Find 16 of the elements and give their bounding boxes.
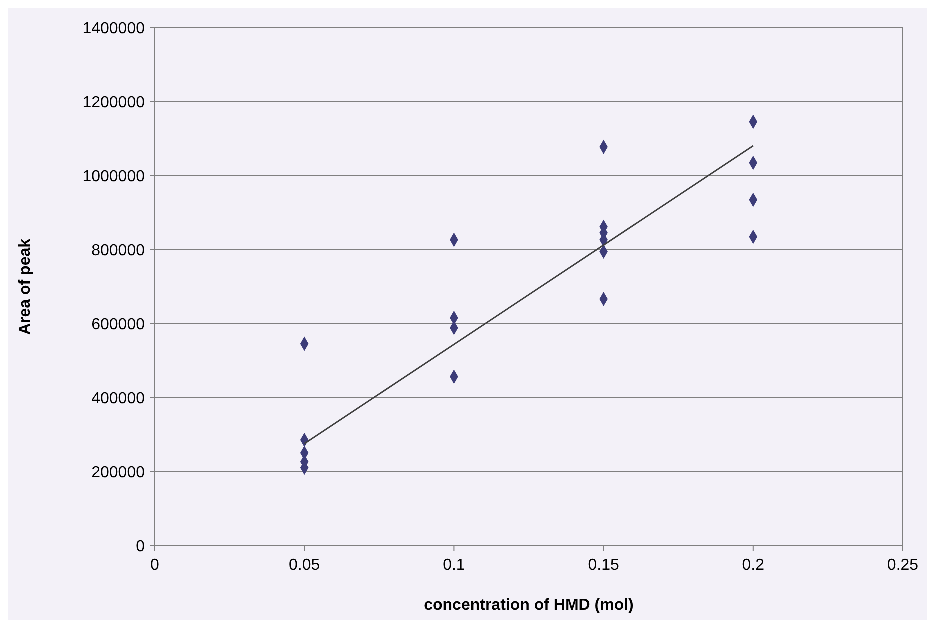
y-tick-label: 1400000: [82, 20, 146, 38]
x-tick-label: 0.2: [742, 557, 765, 574]
y-tick-label: 1000000: [82, 168, 146, 186]
y-tick-label: 0: [136, 538, 146, 556]
y-tick-label: 600000: [92, 316, 146, 334]
x-axis-title: concentration of HMD (mol): [424, 597, 634, 614]
x-tick-label: 0.05: [289, 557, 320, 574]
x-tick-label: 0: [150, 557, 160, 574]
y-tick-label: 1200000: [82, 94, 146, 112]
y-axis-title: Area of peak: [17, 238, 34, 336]
y-tick-label: 800000: [92, 242, 146, 260]
x-tick-label: 0.15: [588, 557, 620, 574]
x-tick-label: 0.25: [887, 557, 919, 574]
y-tick-label: 400000: [92, 390, 146, 408]
x-tick-label: 0.1: [443, 557, 466, 574]
y-tick-label: 200000: [92, 464, 146, 482]
